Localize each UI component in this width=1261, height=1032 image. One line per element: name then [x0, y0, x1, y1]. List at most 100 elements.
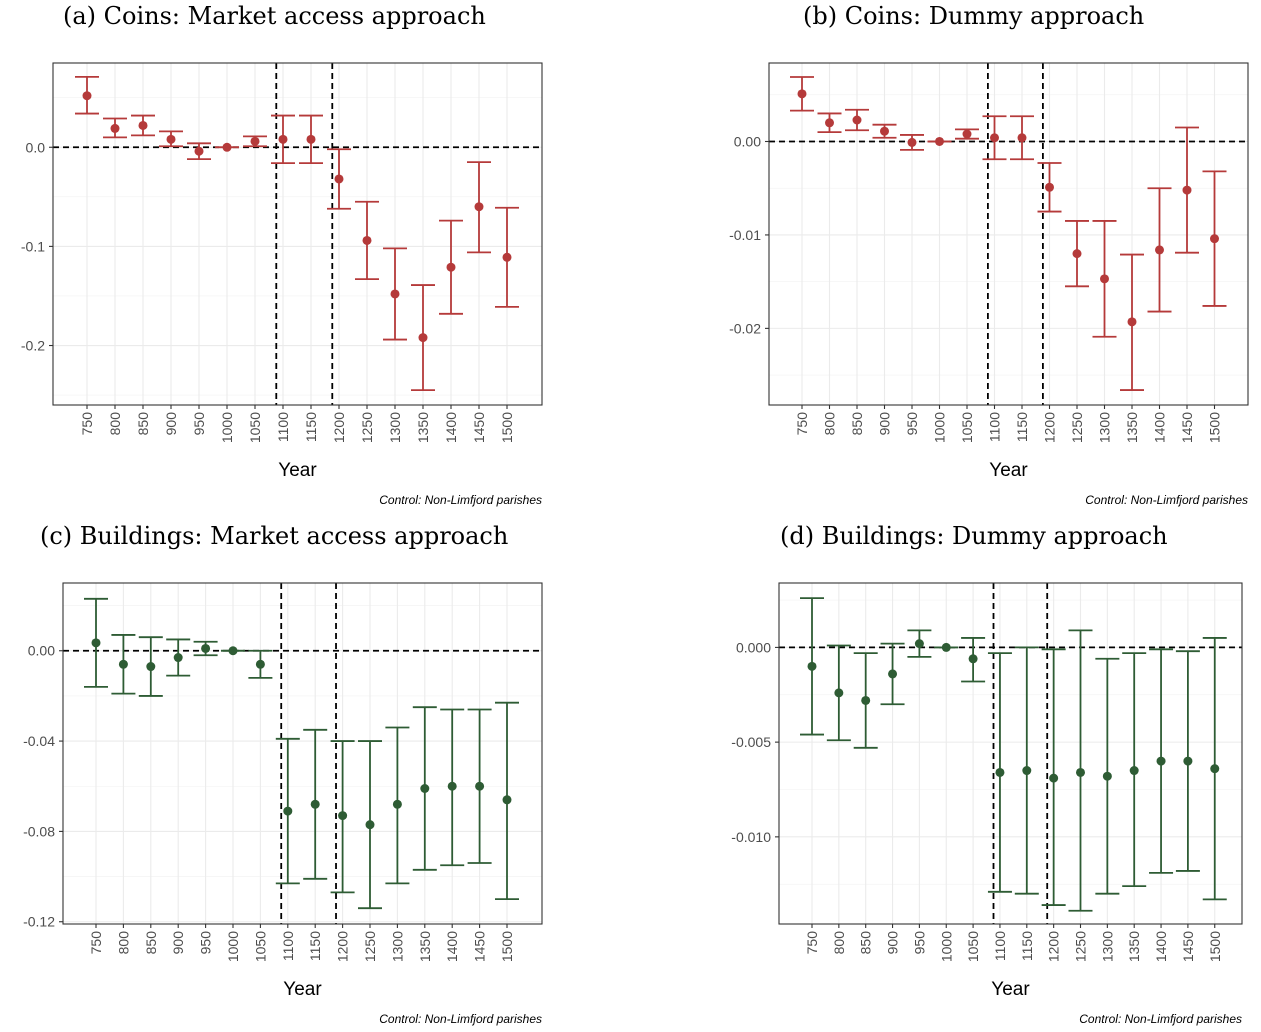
- panel-c-title: (c) Buildings: Market access approach: [40, 522, 509, 550]
- x-tick-label: 750: [804, 931, 820, 955]
- point-estimate: [995, 767, 1005, 777]
- y-tick-label: 0.00: [734, 133, 761, 149]
- x-tick-label: 750: [88, 931, 104, 955]
- x-tick-label: 800: [831, 931, 847, 955]
- x-tick-label: 1050: [252, 931, 268, 962]
- point-estimate: [278, 134, 288, 144]
- y-tick-label: 0.00: [28, 643, 55, 659]
- point-estimate: [888, 669, 898, 679]
- y-tick-label: -0.12: [23, 914, 55, 930]
- panel-d: 0.000 -0.005 -0.010 750 800 850 900 950 1000 1050…: [731, 582, 1243, 1026]
- plot-background: [53, 63, 542, 405]
- x-tick-label: 800: [115, 931, 131, 955]
- x-tick-label: 1250: [362, 931, 378, 962]
- plot-background: [779, 583, 1242, 924]
- x-axis-label: Year: [278, 460, 317, 481]
- x-tick-label: 750: [79, 412, 95, 436]
- panel-a-title: (a) Coins: Market access approach: [63, 2, 486, 30]
- point-estimate: [250, 136, 260, 146]
- point-estimate: [194, 146, 204, 156]
- panel-b-title: (b) Coins: Dummy approach: [803, 2, 1145, 30]
- x-tick-label: 1400: [1152, 412, 1168, 443]
- chart-caption: Control: Non-Limfjord parishes: [1079, 1012, 1242, 1026]
- point-estimate: [334, 174, 344, 184]
- point-estimate: [990, 133, 999, 143]
- point-estimate: [914, 639, 924, 649]
- y-tick-label: -0.1: [21, 238, 45, 254]
- x-tick-label: 900: [885, 931, 901, 955]
- x-tick-label: 1300: [387, 412, 403, 443]
- x-tick-label: 800: [107, 412, 123, 436]
- x-tick-label: 1300: [389, 931, 405, 962]
- point-estimate: [310, 799, 320, 809]
- x-tick-label: 1100: [987, 412, 1003, 442]
- x-tick-label: 1150: [303, 412, 319, 442]
- x-tick-label: 1500: [499, 412, 515, 443]
- x-tick-label: 1400: [1153, 931, 1169, 962]
- x-tick-label: 850: [143, 931, 159, 955]
- plot-border: [778, 582, 1243, 925]
- x-tick-label: 900: [170, 931, 186, 955]
- point-estimate: [807, 661, 817, 671]
- x-tick-label: 1150: [307, 931, 323, 961]
- x-tick-label: 950: [904, 412, 920, 436]
- x-tick-label: 800: [822, 412, 838, 436]
- x-tick-label: 1300: [1097, 412, 1113, 443]
- point-estimate: [907, 137, 917, 147]
- point-estimate: [1155, 245, 1164, 255]
- y-tick-label: -0.04: [23, 733, 55, 749]
- point-estimate: [228, 646, 238, 656]
- x-tick-label: 1200: [335, 931, 351, 962]
- x-tick-label: 1150: [1014, 412, 1030, 442]
- x-tick-label: 1100: [992, 931, 1008, 961]
- point-estimate: [255, 659, 265, 669]
- x-tick-label: 1500: [1207, 931, 1223, 962]
- point-estimate: [166, 134, 176, 144]
- point-estimate: [1049, 773, 1059, 783]
- point-estimate: [1210, 764, 1220, 774]
- point-estimate: [222, 142, 232, 152]
- point-estimate: [935, 136, 944, 146]
- point-estimate: [1102, 771, 1112, 781]
- chart-caption: Control: Non-Limfjord parishes: [1085, 493, 1248, 507]
- point-estimate: [941, 642, 951, 652]
- x-tick-label: 1500: [499, 931, 515, 962]
- point-estimate: [110, 123, 120, 133]
- point-estimate: [306, 134, 316, 144]
- x-tick-label: 950: [198, 931, 214, 955]
- x-tick-label: 950: [191, 412, 207, 436]
- x-tick-label: 1200: [331, 412, 347, 443]
- y-tick-label: -0.010: [731, 829, 771, 845]
- x-tick-label: 1200: [1042, 412, 1058, 443]
- point-estimate: [201, 643, 211, 653]
- point-estimate: [1183, 756, 1193, 766]
- point-estimate: [475, 781, 485, 791]
- x-tick-label: 1450: [472, 931, 488, 962]
- x-tick-label: 1350: [1126, 931, 1142, 962]
- plot-border: [62, 582, 543, 925]
- x-tick-label: 1350: [415, 412, 431, 443]
- x-tick-label: 1300: [1099, 931, 1115, 962]
- point-estimate: [825, 118, 834, 128]
- x-tick-label: 900: [877, 412, 893, 436]
- x-tick-label: 1000: [225, 931, 241, 962]
- point-estimate: [502, 795, 512, 805]
- y-tick-label: -0.01: [729, 227, 761, 243]
- point-estimate: [962, 129, 972, 139]
- x-tick-label: 1050: [965, 931, 981, 962]
- x-tick-label: 1000: [932, 412, 948, 443]
- point-estimate: [91, 638, 101, 648]
- x-tick-label: 1250: [1069, 412, 1085, 443]
- chart-caption: Control: Non-Limfjord parishes: [379, 1012, 542, 1026]
- point-estimate: [1129, 766, 1139, 776]
- x-tick-label: 850: [849, 412, 865, 436]
- point-estimate: [362, 235, 372, 245]
- point-estimate: [1045, 182, 1054, 192]
- point-estimate: [1156, 756, 1166, 766]
- x-tick-label: 1100: [275, 412, 291, 442]
- point-estimate: [880, 126, 889, 136]
- y-tick-label: -0.02: [729, 320, 761, 336]
- x-axis-label: Year: [989, 460, 1028, 481]
- y-tick-label: 0.000: [736, 639, 771, 655]
